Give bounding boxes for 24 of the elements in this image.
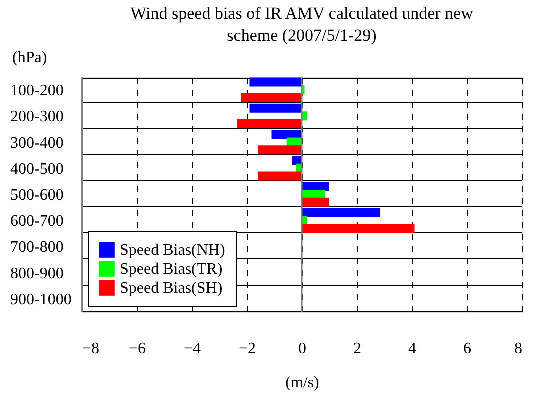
y-tick-label: 400-500 <box>10 160 64 178</box>
x-tick-label: 2 <box>354 340 362 358</box>
legend-label: Speed Bias(NH) <box>120 242 226 259</box>
x-axis-title: (m/s) <box>286 374 320 392</box>
x-tick-label: 8 <box>514 340 522 358</box>
x-tick-label: −6 <box>128 340 146 358</box>
y-tick-label: 300-400 <box>10 134 64 152</box>
x-tick-label: −4 <box>184 340 202 358</box>
legend-label: Speed Bias(SH) <box>120 280 223 297</box>
y-tick-label: 500-600 <box>10 187 64 204</box>
x-tick-label: 4 <box>408 340 416 358</box>
x-tick-label: −8 <box>82 340 100 358</box>
y-tick-label: 600-700 <box>10 213 64 230</box>
x-tick-label: 0 <box>298 340 306 358</box>
y-tick-label: 900-1000 <box>10 291 72 308</box>
y-tick-label: 700-800 <box>10 239 64 256</box>
x-tick-label: −2 <box>238 340 256 358</box>
chart-title: Wind speed bias of IR AMV calculated under new scheme (2007/5/1-29) <box>130 4 474 45</box>
y-tick-label: 200-300 <box>10 108 64 126</box>
x-tick-label: 6 <box>464 340 472 358</box>
legend-label: Speed Bias(TR) <box>120 261 223 278</box>
y-tick-label: 100-200 <box>10 82 64 100</box>
y-tick-label: 800-900 <box>10 265 64 282</box>
y-axis-title: (hPa) <box>12 50 48 66</box>
